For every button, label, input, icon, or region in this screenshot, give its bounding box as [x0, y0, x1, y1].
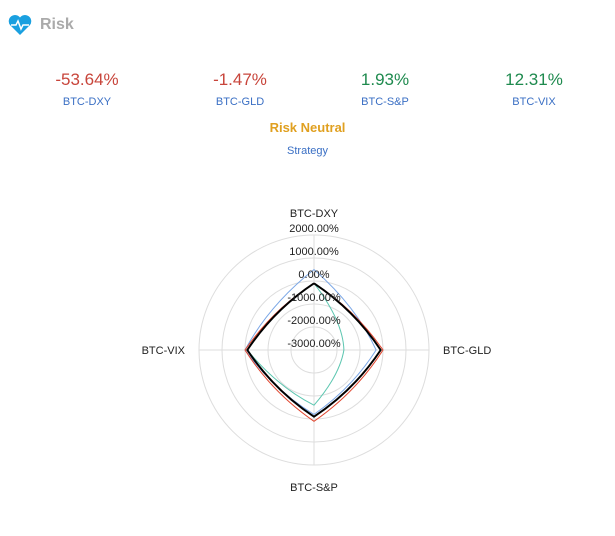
header: Risk [8, 14, 74, 36]
r-tick-label: -2000.00% [287, 315, 340, 327]
metric-label: BTC-GLD [215, 96, 265, 108]
metric-value: 12.31% [505, 70, 563, 89]
axis-label: BTC-S&P [290, 482, 338, 494]
metric-value: -1.47% [213, 70, 267, 89]
metric: 12.31% BTC-VIX [459, 70, 609, 108]
strategy-label: Strategy [287, 145, 328, 157]
axis-label: BTC-GLD [443, 345, 491, 357]
metric: -1.47% BTC-GLD [165, 70, 315, 108]
r-tick-label: -1000.00% [287, 292, 340, 304]
metric-label: BTC-DXY [62, 96, 112, 108]
metric: 1.93% BTC-S&P [310, 70, 460, 108]
metric-label: BTC-S&P [361, 96, 409, 108]
metric: -53.64% BTC-DXY [12, 70, 162, 108]
r-tick-label: -3000.00% [287, 338, 340, 350]
axis-label: BTC-DXY [290, 208, 339, 220]
r-tick-label: 0.00% [298, 269, 329, 281]
strategy-title: Risk Neutral [269, 120, 346, 135]
series-line [246, 282, 382, 418]
metric-value: 1.93% [360, 70, 410, 89]
r-tick-label: 2000.00% [289, 223, 339, 235]
metric-value: -53.64% [55, 70, 119, 89]
heart-icon [8, 15, 32, 35]
r-tick-label: 1000.00% [289, 246, 339, 258]
metric-label: BTC-VIX [512, 96, 556, 108]
series-line [244, 282, 384, 422]
header-title: Risk [40, 16, 74, 33]
axis-label: BTC-VIX [142, 345, 186, 357]
